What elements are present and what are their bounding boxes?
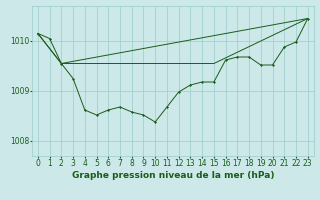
X-axis label: Graphe pression niveau de la mer (hPa): Graphe pression niveau de la mer (hPa) bbox=[72, 171, 274, 180]
